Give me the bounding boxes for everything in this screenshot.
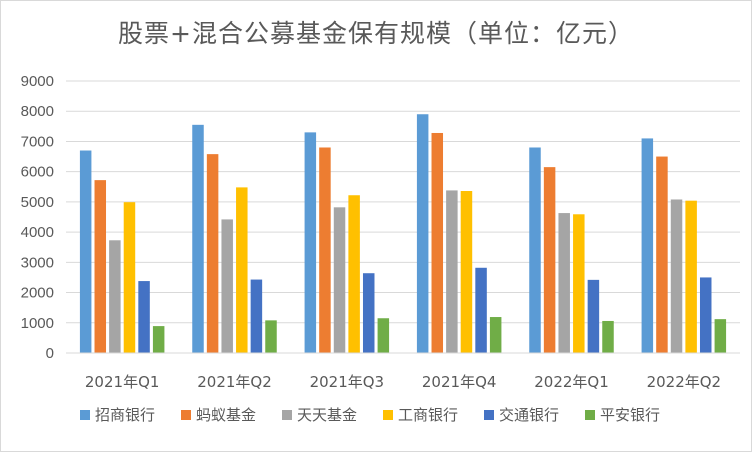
y-tick-label-2: 2000 (21, 285, 54, 302)
bar-4-4 (587, 279, 600, 353)
legend-swatch-2 (282, 410, 292, 420)
x-category-label-0: 2021年Q1 (85, 373, 160, 391)
y-tick-label-6: 6000 (21, 164, 54, 181)
bar-0-4 (138, 281, 150, 353)
bar-0-3 (123, 202, 136, 353)
legend-swatch-1 (181, 410, 191, 420)
bar-0-1 (94, 180, 107, 353)
legend-label-3: 工商银行 (398, 406, 458, 424)
bar-5-3 (685, 200, 697, 353)
bar-3-0 (416, 114, 429, 353)
bar-5-0 (641, 138, 654, 353)
bar-5-2 (670, 199, 683, 353)
y-tick-label-9: 9000 (21, 73, 54, 90)
bar-4-2 (558, 213, 570, 353)
bar-2-5 (377, 318, 390, 353)
bar-3-1 (431, 132, 444, 353)
y-tick-label-8: 8000 (21, 103, 54, 120)
x-category-label-3: 2021年Q4 (422, 373, 497, 391)
bar-3-2 (446, 190, 458, 353)
bar-2-0 (304, 132, 317, 353)
bar-3-4 (475, 267, 487, 353)
bar-4-5 (602, 320, 614, 353)
x-category-label-1: 2021年Q2 (197, 373, 272, 391)
bar-5-4 (699, 277, 712, 353)
bar-5-1 (656, 156, 668, 353)
bar-1-0 (192, 124, 204, 353)
bar-0-2 (109, 240, 121, 353)
bar-2-1 (319, 147, 331, 353)
legend-swatch-4 (484, 410, 494, 420)
bar-2-2 (333, 207, 346, 353)
y-tick-label-5: 5000 (21, 194, 54, 211)
bar-1-3 (236, 187, 248, 353)
bar-5-5 (714, 319, 727, 353)
bar-2-4 (362, 273, 375, 353)
bar-4-3 (573, 214, 585, 353)
bar-0-5 (152, 326, 165, 353)
bar-3-3 (460, 191, 473, 353)
x-category-label-5: 2022年Q2 (647, 373, 722, 391)
legend-swatch-3 (383, 410, 393, 420)
x-category-label-4: 2022年Q1 (534, 373, 609, 391)
bar-1-4 (250, 279, 263, 353)
legend-label-0: 招商银行 (95, 406, 155, 424)
y-tick-label-0: 0 (46, 345, 54, 362)
legend-label-2: 天天基金 (297, 406, 357, 424)
bar-1-2 (221, 219, 233, 353)
legend-swatch-0 (80, 410, 90, 420)
chart-title: 股票+混合公募基金保有规模（单位：亿元） (118, 19, 634, 48)
bar-4-1 (543, 167, 556, 353)
bar-2-3 (348, 195, 360, 353)
legend-label-1: 蚂蚁基金 (196, 406, 256, 424)
x-category-label-2: 2021年Q3 (310, 373, 385, 391)
y-tick-label-4: 4000 (21, 224, 54, 241)
y-tick-label-3: 3000 (21, 254, 54, 271)
y-tick-label-1: 1000 (21, 315, 54, 332)
bar-4-0 (529, 147, 541, 353)
bar-3-5 (489, 317, 502, 353)
y-tick-label-7: 7000 (21, 133, 54, 150)
legend-swatch-5 (585, 410, 595, 420)
legend-label-4: 交通银行 (499, 406, 559, 424)
legend-label-5: 平安银行 (600, 406, 660, 424)
bar-1-1 (206, 154, 219, 353)
bar-0-0 (79, 150, 92, 353)
bar-1-5 (265, 320, 277, 353)
